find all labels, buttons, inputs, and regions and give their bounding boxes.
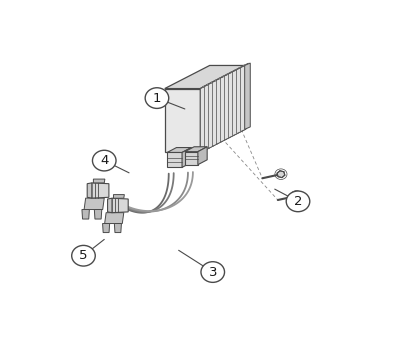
Polygon shape [292,192,300,199]
Polygon shape [220,73,228,78]
Polygon shape [112,198,128,213]
Polygon shape [82,210,89,219]
Polygon shape [277,171,285,178]
Polygon shape [232,69,238,136]
Polygon shape [167,148,191,152]
Polygon shape [241,65,246,131]
Text: 5: 5 [79,249,88,262]
Polygon shape [165,65,245,89]
Polygon shape [228,69,236,74]
Polygon shape [198,147,207,165]
Circle shape [92,150,116,171]
Text: 1: 1 [153,91,161,104]
Polygon shape [237,65,245,70]
Polygon shape [204,82,212,86]
Polygon shape [208,82,214,148]
Polygon shape [87,183,92,198]
Polygon shape [208,80,216,84]
Circle shape [286,191,310,212]
Circle shape [201,262,224,282]
Polygon shape [200,86,206,152]
Polygon shape [228,71,234,138]
Polygon shape [185,147,207,152]
Circle shape [72,245,95,266]
Polygon shape [237,67,242,133]
Polygon shape [220,76,226,142]
Polygon shape [200,65,245,152]
Polygon shape [84,198,104,210]
Polygon shape [94,210,102,219]
Polygon shape [216,78,222,144]
Polygon shape [94,179,105,183]
Polygon shape [105,213,124,223]
Polygon shape [241,63,249,67]
Polygon shape [232,67,240,72]
Text: 3: 3 [208,265,217,279]
Polygon shape [185,152,198,165]
Polygon shape [102,223,110,233]
Polygon shape [216,76,224,80]
Polygon shape [224,73,230,140]
Polygon shape [114,195,124,198]
Polygon shape [245,63,250,129]
Polygon shape [92,183,109,198]
Polygon shape [167,152,182,167]
Polygon shape [114,223,122,233]
Polygon shape [224,71,232,76]
Circle shape [145,88,169,108]
Polygon shape [204,84,210,150]
Polygon shape [212,80,218,146]
Text: 4: 4 [100,154,108,167]
Polygon shape [182,148,191,167]
Polygon shape [108,198,112,213]
Polygon shape [212,78,220,82]
Polygon shape [200,84,208,89]
Text: 2: 2 [294,195,302,208]
Polygon shape [165,89,200,152]
